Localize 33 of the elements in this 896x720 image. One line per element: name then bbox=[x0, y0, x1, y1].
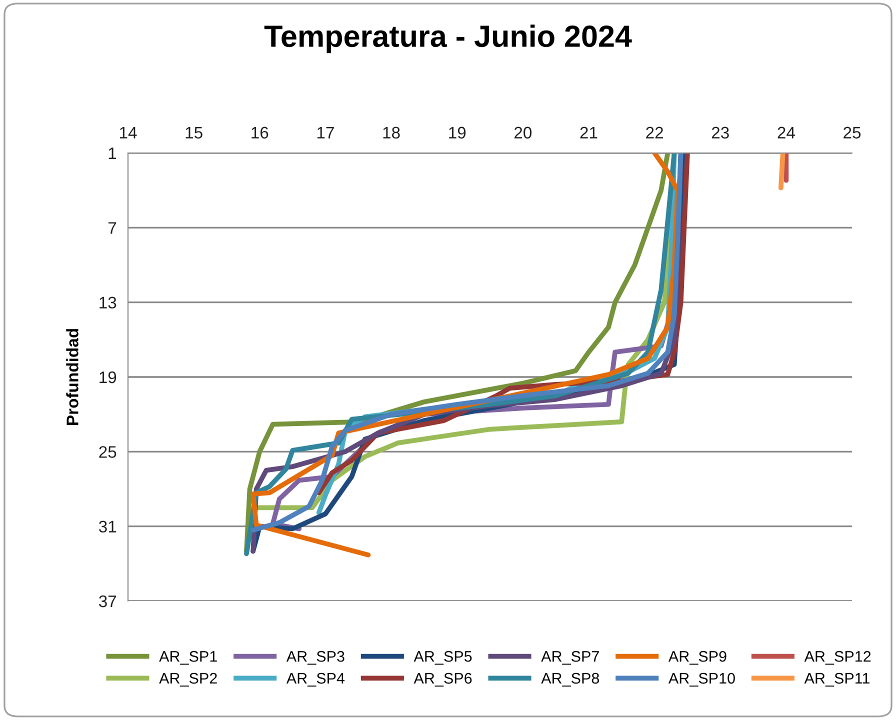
legend-label: AR_SP2 bbox=[159, 672, 217, 687]
legend-label: AR_SP11 bbox=[804, 672, 870, 687]
legend-label: AR_SP1 bbox=[159, 650, 217, 665]
legend-label: AR_SP12 bbox=[804, 650, 871, 665]
legend-label: AR_SP7 bbox=[541, 650, 599, 665]
x-tick-label: 18 bbox=[383, 126, 400, 139]
x-tick-label: 16 bbox=[252, 126, 268, 139]
x-tick-label: 21 bbox=[580, 126, 598, 138]
legend-label: AR_SP6 bbox=[414, 672, 472, 687]
y-tick-label: 31 bbox=[98, 520, 116, 533]
y-tick-label: 19 bbox=[100, 371, 116, 384]
y-tick-label: 7 bbox=[108, 222, 116, 234]
legend-label: AR_SP3 bbox=[286, 650, 344, 665]
x-tick-label: 19 bbox=[449, 126, 466, 139]
x-tick-label: 24 bbox=[778, 126, 795, 138]
x-tick-label: 22 bbox=[646, 126, 663, 138]
x-tick-label: 25 bbox=[844, 126, 861, 139]
x-tick-label: 14 bbox=[120, 126, 137, 138]
x-tick-label: 23 bbox=[712, 126, 729, 139]
chart-title: Temperatura - Junio 2024 bbox=[264, 24, 632, 54]
legend-label: AR_SP5 bbox=[414, 650, 472, 665]
y-tick-label: 13 bbox=[100, 296, 116, 309]
y-axis-title: Profundidad bbox=[66, 329, 78, 425]
legend-label: AR_SP8 bbox=[541, 672, 600, 687]
x-tick-label: 20 bbox=[514, 126, 532, 139]
x-tick-label: 17 bbox=[317, 126, 334, 138]
legend-label: AR_SP10 bbox=[668, 672, 735, 687]
x-tick-label: 15 bbox=[186, 126, 202, 139]
y-tick-label: 25 bbox=[99, 446, 116, 458]
y-tick-label: 1 bbox=[108, 148, 116, 160]
legend-label: AR_SP9 bbox=[668, 650, 726, 665]
legend-label: AR_SP4 bbox=[286, 672, 345, 687]
y-tick-label: 37 bbox=[98, 595, 116, 608]
